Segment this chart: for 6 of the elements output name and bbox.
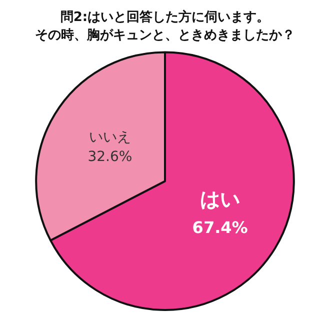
chart-title: 問2:はいと回答した方に伺います。 <box>60 9 270 26</box>
data-label: 32.6% <box>88 149 132 166</box>
data-label: 67.4% <box>192 218 248 237</box>
chart-subtitle: その時、胸がキュンと、ときめきましたか？ <box>35 28 295 43</box>
slice-label: はい <box>200 186 240 211</box>
slice-label: いいえ <box>88 129 131 146</box>
